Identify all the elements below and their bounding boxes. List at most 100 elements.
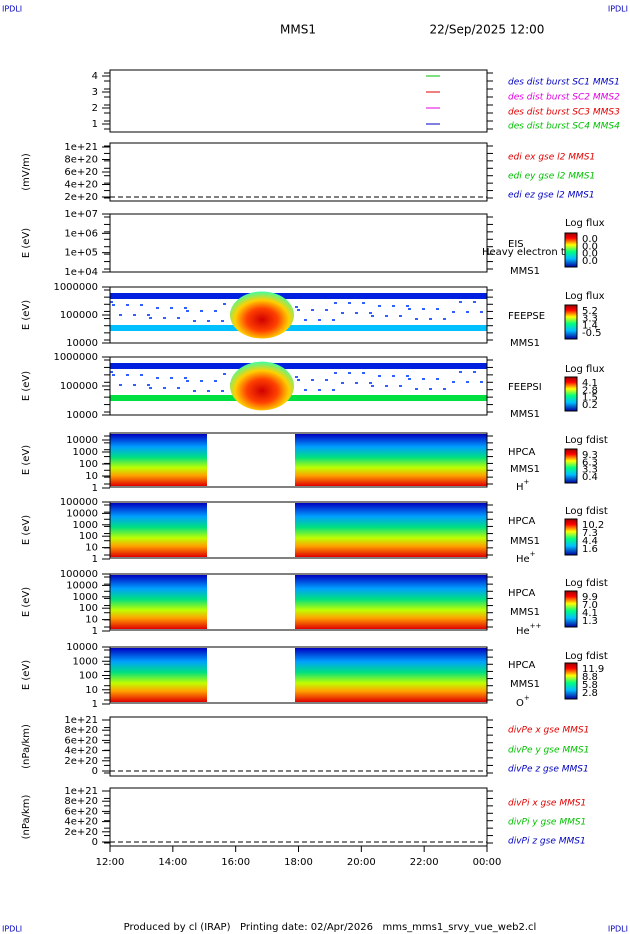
- spectrogram-image: [406, 305, 409, 307]
- species-label: He++: [516, 622, 542, 637]
- colorbar-tick-label: 4.4: [582, 536, 598, 547]
- corner-tag: IPDLI: [608, 5, 628, 14]
- colorbar-tick-label: 2.8: [582, 385, 598, 396]
- colorbar: [564, 448, 578, 484]
- y-tick-label: 10: [85, 685, 98, 696]
- colorbar: [564, 662, 578, 700]
- y-tick-label: 2e+20: [64, 756, 98, 767]
- colorbar-title: Log flux: [565, 364, 605, 375]
- spectrogram-image: [480, 311, 483, 313]
- spectrogram-image: [110, 395, 487, 401]
- spectrogram-image: [295, 648, 487, 702]
- x-tick-label: 18:00: [284, 857, 313, 868]
- spectrogram-image: [325, 309, 328, 311]
- spectrogram-image: [371, 385, 374, 387]
- instrument-label: HPCA: [508, 516, 536, 527]
- y-tick-label: 8e+20: [64, 155, 98, 166]
- legend-entry: des dist burst SC4 MMS4: [508, 122, 620, 132]
- spectrogram-image: [443, 318, 446, 320]
- colorbar-tick-label: 2.8: [582, 688, 598, 699]
- spectrogram-image: [112, 304, 115, 306]
- spectrogram-image: [186, 380, 189, 382]
- colorbar-tick-label: 9.3: [582, 450, 598, 461]
- y-axis-label: E (eV): [21, 660, 32, 690]
- spectrogram-image: [436, 378, 439, 380]
- y-tick-label: 2e+20: [64, 827, 98, 838]
- spectrogram-image: [429, 388, 432, 390]
- panel-frame: [109, 573, 488, 631]
- spectrogram-image: [295, 434, 487, 486]
- spectrogram-image: [452, 311, 455, 313]
- spectrogram-image: [318, 319, 321, 321]
- spectrogram-image: [295, 503, 487, 557]
- legend-entry: edi ez gse l2 MMS1: [508, 191, 595, 201]
- spectrogram-image: [466, 311, 469, 313]
- corner-tag: IPDLI: [2, 925, 22, 934]
- spectrogram-image: [480, 381, 483, 383]
- y-tick-label: 100: [79, 531, 98, 542]
- probe-label: MMS1: [510, 536, 540, 547]
- spectrogram-image: [200, 380, 203, 382]
- spectrogram-image: [415, 388, 418, 390]
- y-tick-label: 100000: [60, 569, 98, 580]
- instrument-label: EIS: [508, 239, 524, 250]
- y-tick-label: 1: [92, 483, 98, 494]
- spectrogram-image: [332, 319, 335, 321]
- colorbar-tick-label: 1.6: [582, 544, 598, 555]
- spectrogram-image: [332, 389, 335, 391]
- x-tick-label: 14:00: [158, 857, 187, 868]
- species: H: [516, 482, 524, 493]
- legend-entry: des dist burst SC1 MMS1: [508, 78, 620, 88]
- instrument-label: FEEPSI: [508, 382, 542, 393]
- colorbar-tick-label: 0.4: [582, 472, 598, 483]
- legend-entry: edi ey gse l2 MMS1: [508, 172, 595, 182]
- spectrogram-image: [452, 381, 455, 383]
- corner-tag: IPDLI: [608, 925, 628, 934]
- spectrogram-image: [378, 375, 381, 377]
- probe-label: MMS1: [510, 266, 540, 277]
- y-tick-label: 10: [85, 615, 98, 626]
- legend-entry: divPe y gse MMS1: [508, 746, 589, 756]
- spectrogram-image: [110, 293, 487, 299]
- spectrogram-image: [193, 390, 196, 392]
- spectrogram-image: [193, 320, 196, 322]
- species: O: [516, 698, 524, 709]
- y-axis-label: E (eV): [21, 515, 32, 545]
- colorbar: [564, 376, 578, 412]
- spectrogram-image: [378, 305, 381, 307]
- spectrogram-image: [112, 374, 115, 376]
- y-tick-label: 10000: [66, 642, 98, 653]
- species-label: He+: [516, 550, 536, 565]
- colorbar-title: Log fdist: [565, 578, 608, 589]
- y-axis-label: (nPa/km): [21, 795, 32, 840]
- y-axis-label: E (eV): [21, 228, 32, 258]
- colorbar-tick-label: 6.3: [582, 457, 598, 468]
- spectrogram-image: [177, 317, 180, 319]
- colorbar-tick-label: 9.9: [582, 592, 598, 603]
- spectrogram-image: [422, 308, 425, 310]
- legend-entry: divPi x gse MMS1: [508, 799, 586, 809]
- legend-entry: des dist burst SC3 MMS3: [508, 108, 620, 118]
- probe-label: MMS1: [510, 409, 540, 420]
- spectrogram-image: [399, 315, 402, 317]
- spectrogram-image: [147, 314, 150, 316]
- y-axis-label: (nPa/km): [21, 724, 32, 769]
- y-tick-label: 100000: [60, 497, 98, 508]
- corner-tag: IPDLI: [2, 5, 22, 14]
- spectrogram-image: [392, 305, 395, 307]
- panel-frame: [109, 716, 488, 777]
- x-tick-label: 20:00: [347, 857, 376, 868]
- colorbar-tick-label: 11.9: [582, 664, 604, 675]
- spectrogram-image: [221, 390, 224, 392]
- y-tick-label: 1e+21: [64, 786, 98, 797]
- colorbar-tick-label: 1.5: [582, 393, 598, 404]
- colorbar-tick-label: 3.3: [582, 313, 598, 324]
- spectrogram-image: [385, 315, 388, 317]
- spectrogram-image: [140, 304, 143, 306]
- instrument-label: HPCA: [508, 588, 536, 599]
- y-tick-label: 1: [92, 554, 98, 565]
- spectrogram-image: [110, 325, 487, 331]
- species-label: H+: [516, 478, 530, 493]
- spectrogram-image: [341, 382, 344, 384]
- spectrogram-image: [369, 312, 372, 314]
